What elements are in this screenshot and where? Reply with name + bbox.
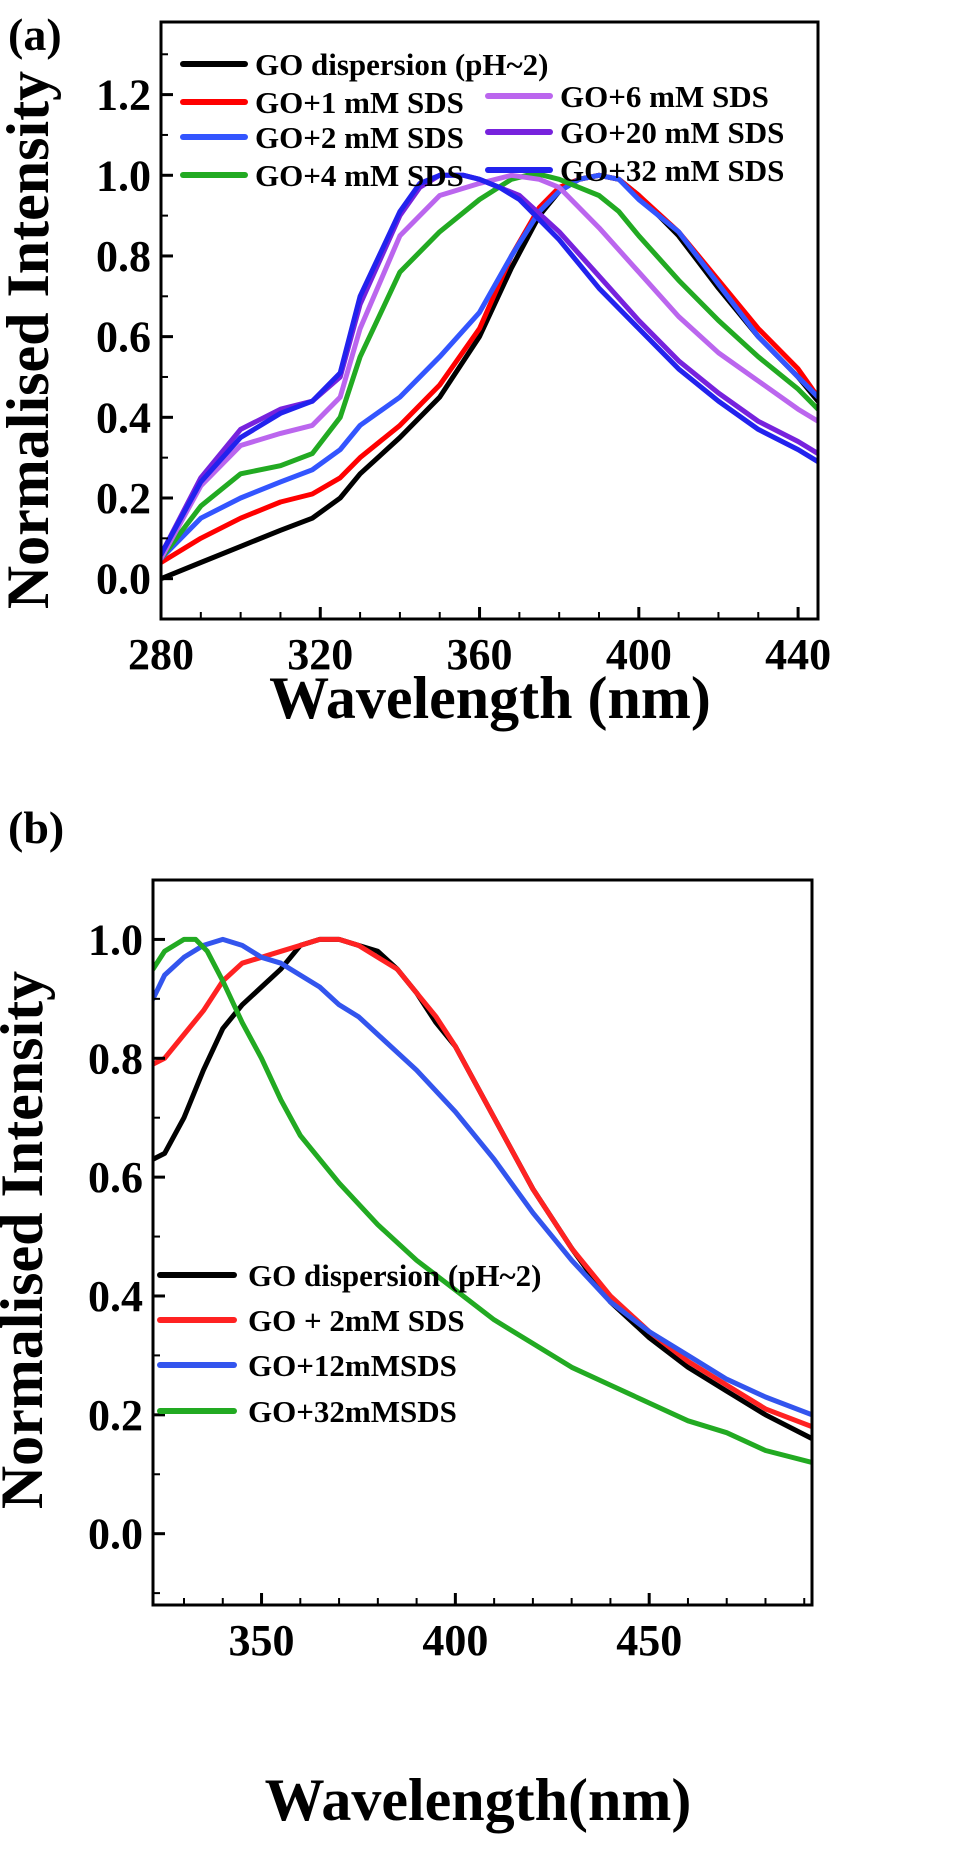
panel-label: (b) <box>8 802 64 853</box>
legend-label: GO+32mMSDS <box>248 1394 457 1429</box>
y-tick-label: 1.0 <box>88 915 143 964</box>
legend-label: GO dispersion (pH~2) <box>255 47 548 82</box>
x-tick-label: 400 <box>422 1616 488 1665</box>
x-axis-title: Wavelength(nm) <box>265 1767 692 1833</box>
series-lines <box>161 172 818 582</box>
legend-item: GO+12mMSDS <box>157 1348 457 1383</box>
series-line-3 <box>161 172 818 561</box>
y-tick-label: 0.2 <box>88 1391 143 1440</box>
legend-label: GO+12mMSDS <box>248 1348 457 1383</box>
legend-label: GO+4 mM SDS <box>255 158 464 193</box>
plot-frame <box>159 20 820 621</box>
y-tick-label: 0.6 <box>96 313 151 362</box>
series-line-2 <box>161 172 818 561</box>
panel-label: (a) <box>8 9 62 60</box>
series-line-2 <box>153 936 812 1418</box>
y-tick-label: 0.4 <box>96 393 151 442</box>
x-tick-label: 320 <box>287 630 353 679</box>
panel-b: (b) 350 400 450 0.0 0.2 0.4 0.6 0.8 1.0 Wavelength… <box>0 802 814 1833</box>
y-tick-label: 0.0 <box>88 1510 143 1559</box>
y-axis-title: Normalised Intensity <box>0 71 61 609</box>
legend-item: GO dispersion (pH~2) <box>157 1258 541 1293</box>
legend-label: GO+1 mM SDS <box>255 85 464 120</box>
y-tick-label: 0.8 <box>96 232 151 281</box>
series-line-0 <box>153 936 812 1442</box>
y-tick-label: 1.0 <box>96 151 151 200</box>
legend-label: GO+32 mM SDS <box>560 153 784 188</box>
legend-item: GO+32mMSDS <box>157 1394 457 1429</box>
y-tick-label: 1.2 <box>96 71 151 120</box>
series-lines <box>153 936 812 1465</box>
series-line-6 <box>161 172 818 557</box>
legend-item: GO+6 mM SDS <box>485 79 769 114</box>
x-tick-label: 450 <box>616 1616 682 1665</box>
legend-label: GO dispersion (pH~2) <box>248 1258 541 1293</box>
x-tick-label: 280 <box>128 630 194 679</box>
series-line-5 <box>161 172 818 557</box>
legend-item: GO+1 mM SDS <box>180 85 464 120</box>
legend-label: GO+6 mM SDS <box>560 79 769 114</box>
legend-label: GO + 2mM SDS <box>248 1303 465 1338</box>
y-tick-label: 0.0 <box>96 555 151 604</box>
panel-a: (a) 280 320 360 400 440 0.0 0.2 0.4 0.6 0.8 1.0 1.2 W… <box>0 9 831 731</box>
legend-item: GO+32 mM SDS <box>485 153 784 188</box>
legend-item: GO+20 mM SDS <box>485 115 784 150</box>
y-axis-title: Normalised Intensity <box>0 971 55 1509</box>
x-tick-label: 350 <box>229 1616 295 1665</box>
legend-item: GO + 2mM SDS <box>157 1303 465 1338</box>
legend-item: GO+2 mM SDS <box>180 120 464 155</box>
series-line-3 <box>153 936 812 1465</box>
x-tick-label: 360 <box>447 630 513 679</box>
plot-frame <box>151 878 814 1607</box>
series-line-1 <box>161 172 818 565</box>
x-axis-title: Wavelength (nm) <box>269 665 711 731</box>
series-line-0 <box>161 172 818 582</box>
x-tick-label: 440 <box>765 630 831 679</box>
series-line-4 <box>161 172 818 561</box>
x-tick-label: 400 <box>606 630 672 679</box>
y-tick-label: 0.8 <box>88 1034 143 1083</box>
legend-label: GO+2 mM SDS <box>255 120 464 155</box>
y-tick-label: 0.4 <box>88 1272 143 1321</box>
legend-item: GO dispersion (pH~2) <box>180 47 548 82</box>
legend-item: GO+4 mM SDS <box>180 158 464 193</box>
y-tick-label: 0.2 <box>96 474 151 523</box>
legend-label: GO+20 mM SDS <box>560 115 784 150</box>
y-tick-label: 0.6 <box>88 1153 143 1202</box>
